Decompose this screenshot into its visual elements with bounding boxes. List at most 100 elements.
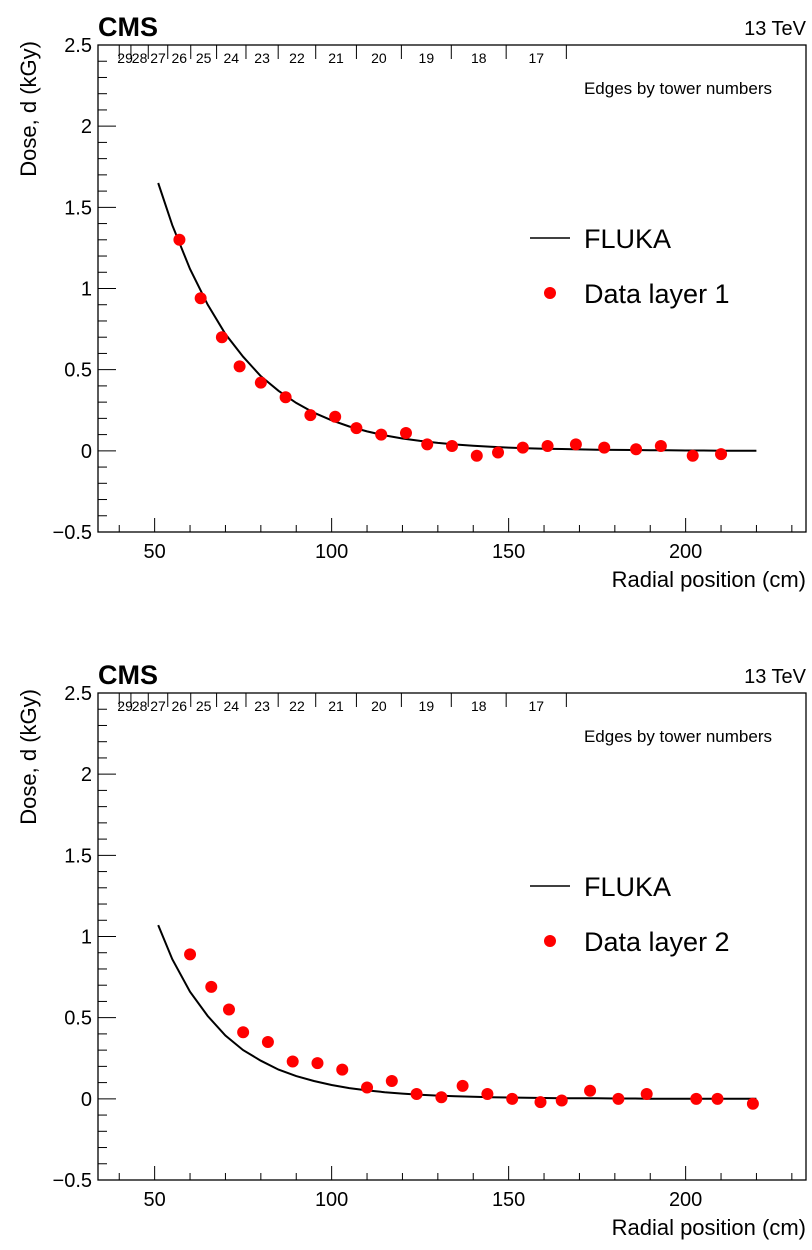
data-point <box>215 331 228 344</box>
experiment-label: CMS <box>98 660 158 690</box>
y-axis-label: Dose, d (kGy) <box>16 689 41 825</box>
tower-axis-title: Edges by tower numbers <box>584 79 772 98</box>
data-point <box>492 446 505 459</box>
data-point <box>481 1087 494 1100</box>
tower-number-label: 25 <box>196 698 212 714</box>
energy-label: 13 TeV <box>744 18 807 40</box>
data-point <box>640 1087 653 1100</box>
y-tick-label: 0 <box>81 441 92 463</box>
y-tick-label: 1.5 <box>64 197 92 219</box>
tower-axis-title: Edges by tower numbers <box>584 727 772 746</box>
fluka-curve <box>157 924 757 1100</box>
data-point <box>361 1081 374 1094</box>
data-point <box>654 439 667 452</box>
data-point <box>375 428 388 441</box>
y-tick-label: 0.5 <box>64 360 92 382</box>
tower-number-label: 18 <box>471 50 487 66</box>
data-point <box>173 233 186 246</box>
data-point <box>584 1084 597 1097</box>
tower-number-label: 29 <box>117 698 133 714</box>
data-point <box>746 1097 759 1110</box>
data-point <box>686 449 699 462</box>
data-point <box>446 439 458 452</box>
data-point <box>254 376 267 389</box>
data-point <box>690 1092 703 1105</box>
data-point <box>711 1092 724 1105</box>
x-tick-label: 150 <box>492 541 525 563</box>
y-tick-label: 2 <box>81 116 92 138</box>
tower-number-label: 26 <box>171 50 187 66</box>
x-tick-label: 200 <box>669 1189 702 1211</box>
tower-number-label: 20 <box>371 50 387 66</box>
data-point <box>237 1026 250 1039</box>
tower-number-label: 21 <box>328 698 344 714</box>
tower-number-label: 29 <box>117 50 133 66</box>
tower-number-label: 27 <box>150 50 166 66</box>
data-point <box>421 438 434 451</box>
y-tick-label: 1 <box>81 927 92 949</box>
y-tick-label: 1 <box>81 279 92 301</box>
data-point <box>329 410 342 423</box>
data-point <box>194 292 207 305</box>
tower-number-label: 20 <box>371 698 387 714</box>
x-tick-label: 200 <box>669 541 702 563</box>
x-axis-label: Radial position (cm) <box>612 1215 806 1240</box>
legend-label: FLUKA <box>584 224 671 254</box>
data-point <box>435 1091 448 1104</box>
legend-label: FLUKA <box>584 872 671 902</box>
tower-number-label: 27 <box>150 698 166 714</box>
data-point <box>304 409 317 422</box>
data-point <box>311 1057 324 1070</box>
data-point <box>569 438 582 451</box>
x-axis-label: Radial position (cm) <box>612 567 806 592</box>
tower-number-label: 22 <box>289 50 305 66</box>
tower-number-label: 22 <box>289 698 305 714</box>
data-point <box>233 360 246 373</box>
tower-number-label: 26 <box>171 698 187 714</box>
tower-number-label: 19 <box>419 50 435 66</box>
x-tick-label: 100 <box>315 541 348 563</box>
tower-number-label: 23 <box>254 698 270 714</box>
y-tick-label: 0.5 <box>64 1008 92 1030</box>
y-axis-label: Dose, d (kGy) <box>16 41 41 177</box>
data-point <box>456 1079 469 1092</box>
tower-number-label: 17 <box>528 50 544 66</box>
data-point <box>534 1096 547 1109</box>
y-tick-label: −0.5 <box>53 522 92 544</box>
tower-number-label: 17 <box>528 698 544 714</box>
experiment-label: CMS <box>98 12 158 42</box>
data-point <box>279 391 292 404</box>
tower-number-label: 25 <box>196 50 212 66</box>
data-point <box>261 1036 274 1049</box>
tower-number-label: 28 <box>132 50 148 66</box>
data-point <box>222 1003 235 1016</box>
data-point <box>350 422 363 435</box>
data-point <box>555 1094 568 1107</box>
y-tick-label: 1.5 <box>64 845 92 867</box>
x-tick-label: 150 <box>492 1189 525 1211</box>
tower-number-label: 28 <box>132 698 148 714</box>
tower-number-label: 21 <box>328 50 344 66</box>
data-point <box>470 449 483 462</box>
x-tick-label: 50 <box>144 541 166 563</box>
data-point <box>286 1055 299 1068</box>
data-point <box>541 439 554 452</box>
energy-label: 13 TeV <box>744 666 807 688</box>
legend-label: Data layer 2 <box>584 927 730 957</box>
data-point <box>336 1063 349 1076</box>
y-tick-label: 2.5 <box>64 35 92 57</box>
legend-marker-symbol <box>544 935 556 947</box>
data-point <box>184 948 197 961</box>
legend-marker-symbol <box>544 287 556 299</box>
y-tick-label: 2 <box>81 764 92 786</box>
data-point <box>598 441 611 454</box>
data-point <box>516 441 529 454</box>
data-point <box>715 448 728 461</box>
tower-number-label: 23 <box>254 50 270 66</box>
data-point <box>399 426 412 439</box>
tower-number-label: 24 <box>223 698 239 714</box>
data-point <box>612 1092 625 1105</box>
